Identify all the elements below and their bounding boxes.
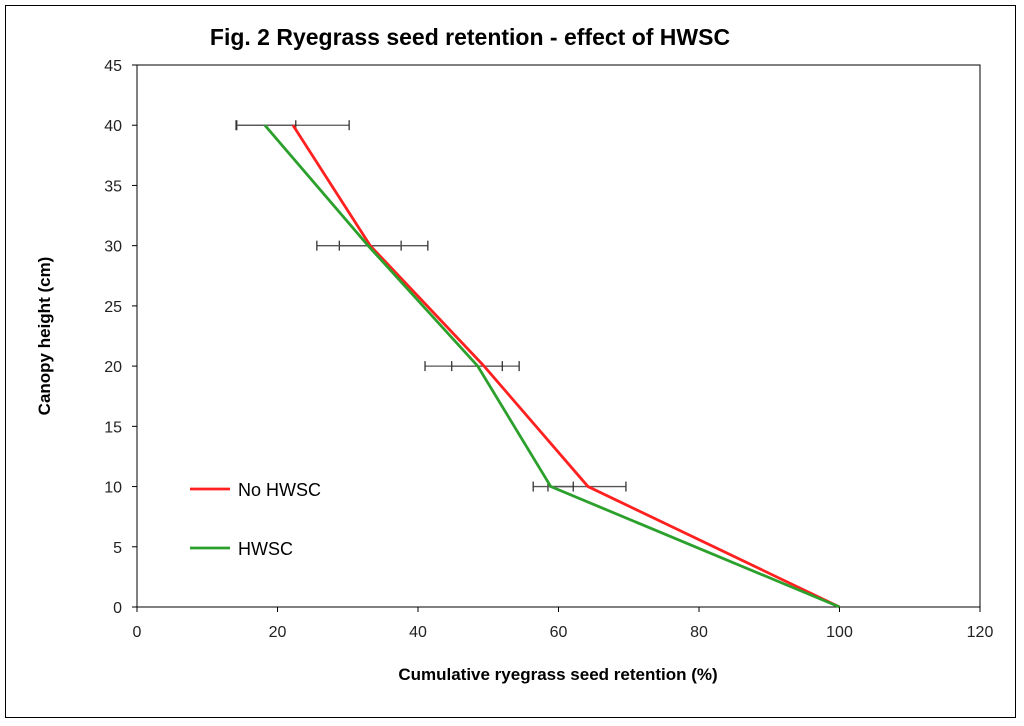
chart-frame xyxy=(5,5,1016,718)
x-tick-label: 100 xyxy=(826,624,853,641)
y-tick-label: 25 xyxy=(104,299,122,316)
y-tick-label: 30 xyxy=(104,239,122,256)
legend-label: HWSC xyxy=(238,539,293,559)
y-tick-label: 15 xyxy=(104,419,122,436)
x-tick-label: 20 xyxy=(269,624,287,641)
y-tick-label: 35 xyxy=(104,178,122,195)
x-tick-label: 40 xyxy=(409,624,427,641)
y-tick-label: 5 xyxy=(113,540,122,557)
y-tick-label: 20 xyxy=(104,359,122,376)
x-tick-label: 80 xyxy=(690,624,708,641)
y-tick-label: 0 xyxy=(113,600,122,617)
x-tick-label: 60 xyxy=(550,624,568,641)
x-tick-label: 120 xyxy=(967,624,994,641)
x-axis-label: Cumulative ryegrass seed retention (%) xyxy=(398,665,717,684)
y-tick-label: 10 xyxy=(104,480,122,497)
plot-area xyxy=(136,64,981,608)
y-tick-label: 40 xyxy=(104,118,122,135)
legend-label: No HWSC xyxy=(238,480,321,500)
y-axis-label: Canopy height (cm) xyxy=(35,257,54,416)
series-line-hwsc xyxy=(263,124,841,609)
y-tick-label: 45 xyxy=(104,58,122,75)
series-line-no-hwsc xyxy=(291,124,841,609)
x-tick-label: 0 xyxy=(133,624,142,641)
chart-title: Fig. 2 Ryegrass seed retention - effect … xyxy=(210,24,730,50)
